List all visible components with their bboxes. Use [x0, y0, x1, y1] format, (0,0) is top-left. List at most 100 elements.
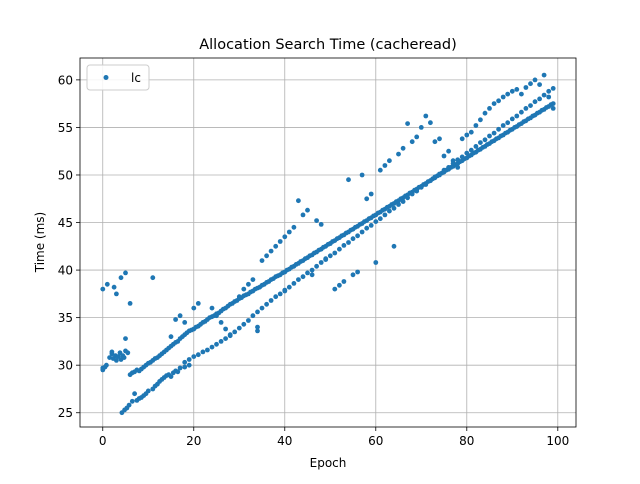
data-point: [246, 318, 251, 323]
data-point: [168, 374, 174, 379]
data-point: [546, 94, 552, 100]
y-tick-label: 40: [58, 264, 73, 278]
data-point: [350, 272, 356, 278]
y-tick-label: 55: [58, 121, 73, 135]
data-point: [496, 126, 501, 132]
data-point: [123, 270, 128, 276]
data-point: [468, 129, 474, 135]
data-point: [150, 275, 156, 281]
data-point: [286, 284, 292, 290]
data-point: [214, 341, 219, 347]
data-point: [168, 334, 174, 340]
x-tick-label: 80: [459, 434, 474, 448]
data-point: [409, 191, 415, 197]
data-point: [114, 358, 119, 363]
data-point: [314, 218, 319, 224]
data-point: [391, 205, 397, 211]
data-point: [500, 123, 506, 128]
data-point: [459, 154, 465, 160]
y-tick-label: 60: [58, 73, 73, 87]
data-point: [532, 77, 538, 83]
data-point: [455, 165, 461, 170]
data-point: [432, 139, 438, 145]
data-point: [550, 106, 556, 111]
y-tick-label: 50: [58, 168, 73, 182]
x-tick-label: 0: [99, 434, 107, 448]
data-point: [437, 171, 442, 177]
data-point: [191, 354, 197, 359]
data-point: [223, 336, 229, 341]
data-point: [104, 362, 109, 368]
y-tick-label: 25: [58, 406, 73, 420]
data-point: [132, 391, 138, 397]
data-point: [246, 281, 251, 287]
data-point: [509, 116, 515, 122]
data-point: [468, 147, 474, 153]
x-tick-label: 60: [368, 434, 383, 448]
data-point: [373, 260, 379, 265]
data-point: [487, 133, 492, 139]
data-point: [414, 188, 420, 194]
data-point: [318, 260, 324, 265]
legend-box: [86, 64, 150, 91]
data-point: [314, 263, 319, 269]
data-point: [491, 130, 497, 136]
data-point: [473, 123, 479, 128]
data-point: [341, 243, 347, 248]
data-point: [396, 202, 401, 207]
data-point: [255, 324, 260, 330]
data-point: [200, 349, 206, 355]
data-point: [327, 253, 333, 259]
data-point: [129, 398, 135, 404]
data-point: [332, 286, 338, 292]
data-point: [175, 369, 181, 375]
data-point: [523, 106, 529, 111]
data-point: [214, 313, 219, 319]
data-point: [432, 174, 438, 180]
data-point: [546, 88, 552, 94]
x-tick-label: 20: [186, 434, 201, 448]
data-point: [455, 157, 461, 163]
data-point: [341, 279, 347, 284]
data-point: [355, 233, 360, 239]
data-point: [382, 212, 388, 218]
x-axis-label: Epoch: [310, 456, 347, 470]
y-axis-label: Time (ms): [33, 212, 47, 274]
data-point: [359, 172, 365, 178]
data-point: [305, 207, 310, 213]
data-point: [218, 339, 224, 344]
data-point: [109, 349, 115, 355]
data-point: [236, 325, 242, 331]
data-point: [259, 305, 265, 311]
data-point: [368, 191, 374, 197]
data-point: [428, 178, 433, 184]
data-point: [273, 294, 279, 300]
data-point: [250, 277, 256, 282]
data-point: [121, 355, 127, 360]
data-point: [126, 402, 132, 408]
data-points: [100, 72, 556, 416]
data-point: [218, 320, 224, 325]
data-point: [464, 150, 470, 156]
data-point: [118, 275, 124, 281]
data-point: [182, 320, 188, 325]
data-point: [446, 148, 451, 154]
chart-title: Allocation Search Time (cacheread): [199, 37, 457, 53]
data-point: [437, 136, 442, 142]
data-point: [236, 294, 242, 300]
data-point: [277, 291, 283, 297]
data-point: [255, 309, 260, 315]
data-point: [186, 362, 192, 368]
data-point: [346, 177, 351, 183]
data-point: [418, 125, 424, 130]
data-point: [332, 250, 338, 256]
data-point: [441, 153, 447, 159]
legend: lc: [86, 64, 150, 91]
data-point: [323, 256, 329, 262]
y-tick-label: 35: [58, 311, 73, 325]
data-point: [405, 195, 410, 201]
data-point: [241, 321, 247, 327]
data-point: [282, 288, 288, 294]
data-point: [125, 350, 131, 356]
data-point: [232, 329, 238, 335]
